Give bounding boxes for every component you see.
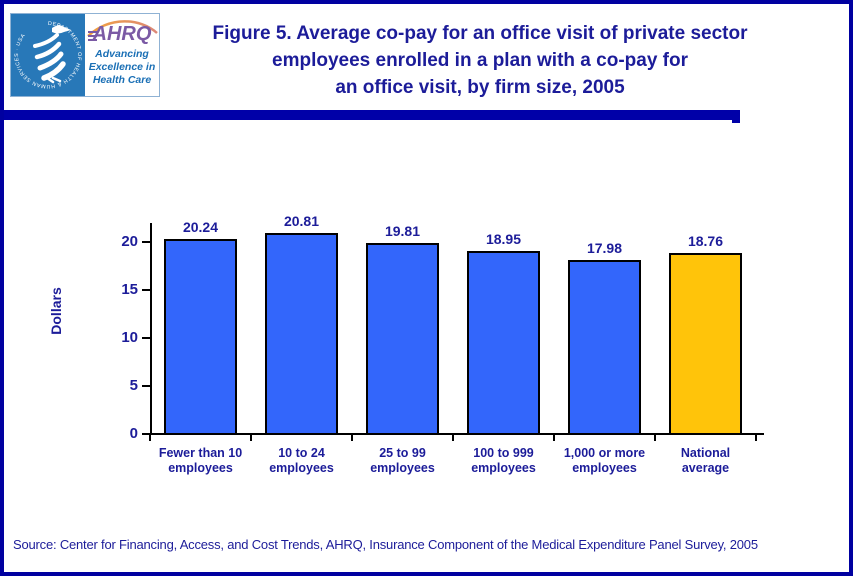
x-tick — [755, 433, 757, 441]
bar — [669, 252, 742, 435]
x-tick — [250, 433, 252, 441]
y-tick-label: 5 — [129, 377, 138, 394]
figure-title: Figure 5. Average co-pay for an office v… — [170, 20, 790, 101]
y-tick — [142, 385, 150, 387]
x-tick — [654, 433, 656, 441]
y-tick-label: 20 — [121, 233, 138, 250]
y-tick — [142, 241, 150, 243]
y-tick — [142, 337, 150, 339]
hhs-seal: DEPARTMENT OF HEALTH & HUMAN SERVICES · … — [11, 14, 85, 96]
x-tick — [553, 433, 555, 441]
bar — [467, 251, 540, 435]
x-axis-line — [148, 433, 764, 435]
x-axis-category-label: 25 to 99 employees — [370, 446, 435, 475]
y-tick-label: 15 — [121, 281, 138, 298]
header-divider-bar — [0, 110, 740, 120]
x-tick — [149, 433, 151, 441]
x-axis-category-label: 1,000 or more employees — [563, 446, 646, 475]
header-divider-bar-end — [732, 116, 740, 123]
y-tick — [142, 289, 150, 291]
hhs-eagle-icon: DEPARTMENT OF HEALTH & HUMAN SERVICES · … — [14, 21, 81, 89]
bar-value-label: 20.81 — [283, 213, 320, 230]
figure-title-line-1: Figure 5. Average co-pay for an office v… — [212, 23, 748, 44]
bar-value-label: 19.81 — [384, 222, 421, 239]
ahrq-stripes-icon — [88, 31, 97, 41]
bar-value-label: 17.98 — [586, 240, 623, 257]
bar — [366, 242, 439, 435]
ahrq-logo: AHRQ Advancing Excellence in Health Care — [85, 14, 159, 96]
x-axis-category-label: National average — [680, 446, 731, 475]
ahrq-tagline: Advancing Excellence in Health Care — [88, 48, 156, 86]
bar-value-label: 18.76 — [687, 232, 724, 249]
ahrq-hhs-logo: DEPARTMENT OF HEALTH & HUMAN SERVICES · … — [10, 13, 160, 97]
x-axis-category-label: 100 to 999 employees — [471, 446, 536, 475]
figure-title-line-2: employees enrolled in a plan with a co-p… — [272, 50, 688, 71]
y-tick — [142, 433, 150, 435]
x-tick — [351, 433, 353, 441]
x-axis-category-label: Fewer than 10 employees — [158, 446, 243, 475]
bar — [568, 260, 641, 435]
bar — [164, 238, 237, 435]
y-tick-label: 0 — [129, 425, 138, 442]
x-tick — [452, 433, 454, 441]
bar-value-label: 18.95 — [485, 231, 522, 248]
bar — [265, 233, 338, 435]
ahrq-acronym: AHRQ — [92, 23, 152, 45]
bar-value-label: 20.24 — [182, 218, 219, 235]
y-axis-title: Dollars — [48, 287, 64, 335]
y-tick-label: 10 — [121, 329, 138, 346]
source-note: Source: Center for Financing, Access, an… — [13, 537, 758, 552]
ahrq-arc-icon — [87, 20, 158, 37]
x-axis-category-label: 10 to 24 employees — [269, 446, 334, 475]
figure-title-line-3: an office visit, by firm size, 2005 — [335, 77, 625, 98]
y-axis-line — [150, 223, 152, 435]
